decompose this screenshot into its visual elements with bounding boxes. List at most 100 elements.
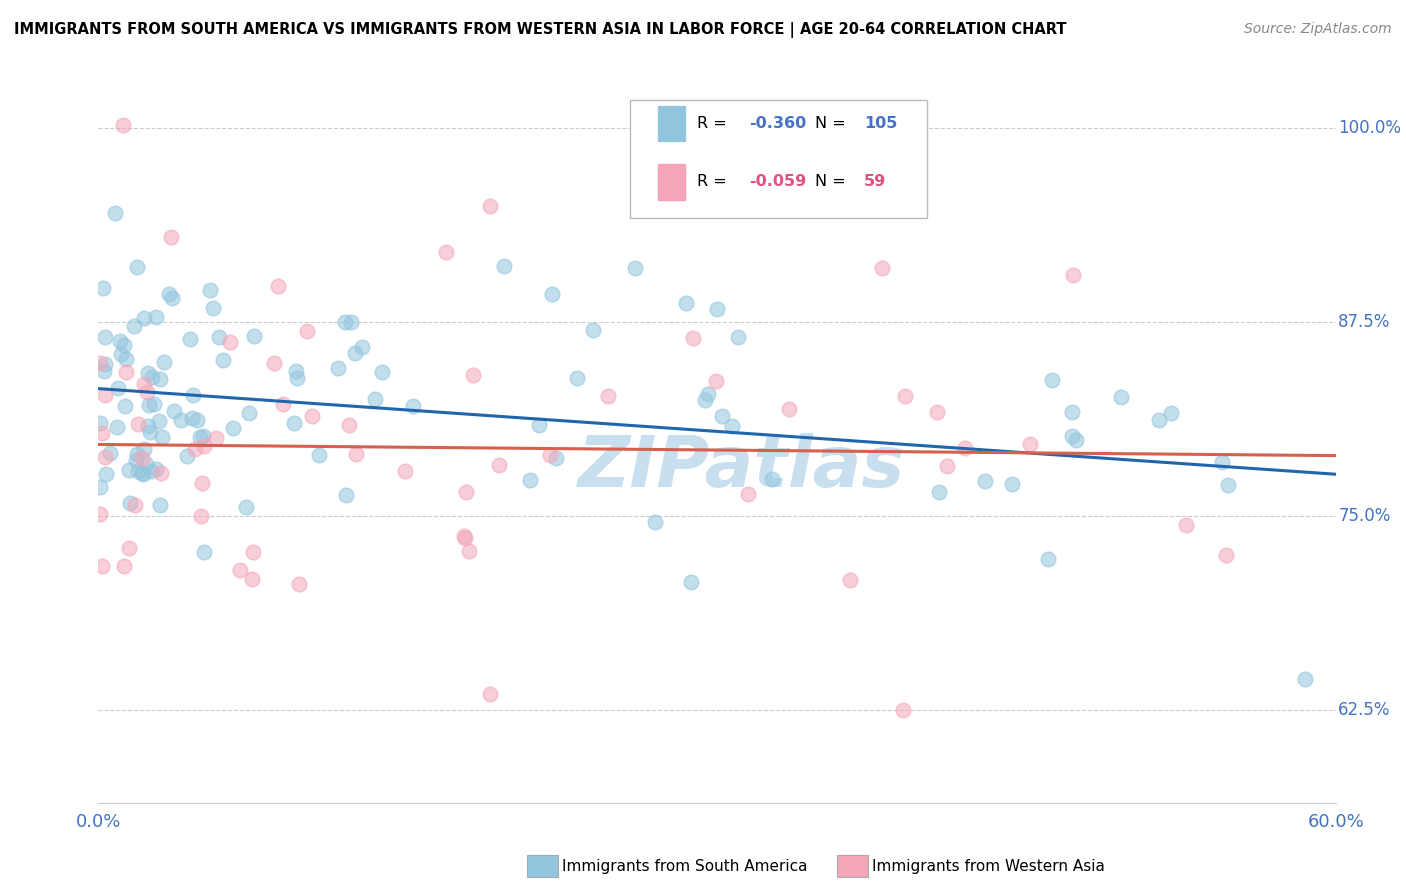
Point [242,572,264,586]
Point [115,364,138,378]
Point [283,416,305,430]
Text: Source: ZipAtlas.com: Source: ZipAtlas.com [1244,22,1392,37]
Point [285,370,308,384]
Point [936,459,959,474]
Point [124,319,146,334]
Point [145,310,167,325]
Point [94,450,117,464]
Point [91,281,114,295]
Point [91,558,114,573]
Point [89,508,111,522]
Point [124,498,146,512]
Point [891,703,914,717]
Point [188,430,211,444]
Point [93,357,115,371]
Point [721,419,744,434]
Point [135,457,157,471]
Point [1216,478,1239,492]
Point [704,374,727,388]
Point [193,429,215,443]
Point [682,331,704,345]
Point [186,413,208,427]
Text: N =: N = [815,116,845,131]
Point [1040,373,1063,387]
Point [105,419,128,434]
Text: 75.0%: 75.0% [1339,507,1391,524]
Point [1060,428,1083,442]
Text: Immigrants from South America: Immigrants from South America [562,859,808,873]
Point [927,405,949,419]
Point [131,467,153,481]
Point [238,406,260,420]
Point [134,442,156,456]
Point [489,842,512,856]
Point [190,509,212,524]
Point [693,393,716,408]
Point [335,488,357,502]
Point [145,462,167,476]
Point [143,397,166,411]
Text: IMMIGRANTS FROM SOUTH AMERICA VS IMMIGRANTS FROM WESTERN ASIA IN LABOR FORCE | A: IMMIGRANTS FROM SOUTH AMERICA VS IMMIGRA… [14,22,1067,38]
Point [344,346,367,360]
Text: -0.059: -0.059 [749,175,807,189]
Point [955,442,977,456]
Text: -0.360: -0.360 [749,116,807,131]
Point [565,371,588,385]
Point [267,278,290,293]
Point [838,573,860,587]
Point [136,366,159,380]
Point [93,388,115,402]
Point [333,315,356,329]
Point [541,287,564,301]
Point [1175,518,1198,533]
Point [131,467,153,481]
Point [681,575,703,590]
Point [157,286,180,301]
Point [114,399,136,413]
Point [1018,437,1040,451]
Point [1038,551,1060,566]
Text: 62.5%: 62.5% [1339,701,1391,719]
Point [149,466,172,480]
Point [107,381,129,395]
Point [89,480,111,494]
Point [118,541,141,555]
Point [352,340,374,354]
Text: R =: R = [697,116,727,131]
Point [89,356,111,370]
Text: N =: N = [815,175,845,189]
Point [162,291,184,305]
Point [623,260,645,275]
Point [134,376,156,391]
Point [176,449,198,463]
Point [193,545,215,559]
Point [297,324,319,338]
Point [148,414,170,428]
Point [94,330,117,344]
Point [340,315,363,329]
Point [326,360,349,375]
Point [125,260,148,274]
Point [479,198,502,212]
Point [90,425,112,440]
Point [125,453,148,467]
Point [153,355,176,369]
Point [148,371,170,385]
Point [205,431,228,445]
Point [974,474,997,488]
Point [778,402,800,417]
Point [434,245,457,260]
Point [492,259,515,273]
Point [582,323,605,337]
Point [344,447,367,461]
Point [870,260,893,275]
Point [212,353,235,368]
Point [706,302,728,317]
Point [108,334,131,348]
Point [243,328,266,343]
Point [138,398,160,412]
Point [127,464,149,478]
Point [159,229,181,244]
Point [201,301,224,315]
Point [1211,454,1233,468]
